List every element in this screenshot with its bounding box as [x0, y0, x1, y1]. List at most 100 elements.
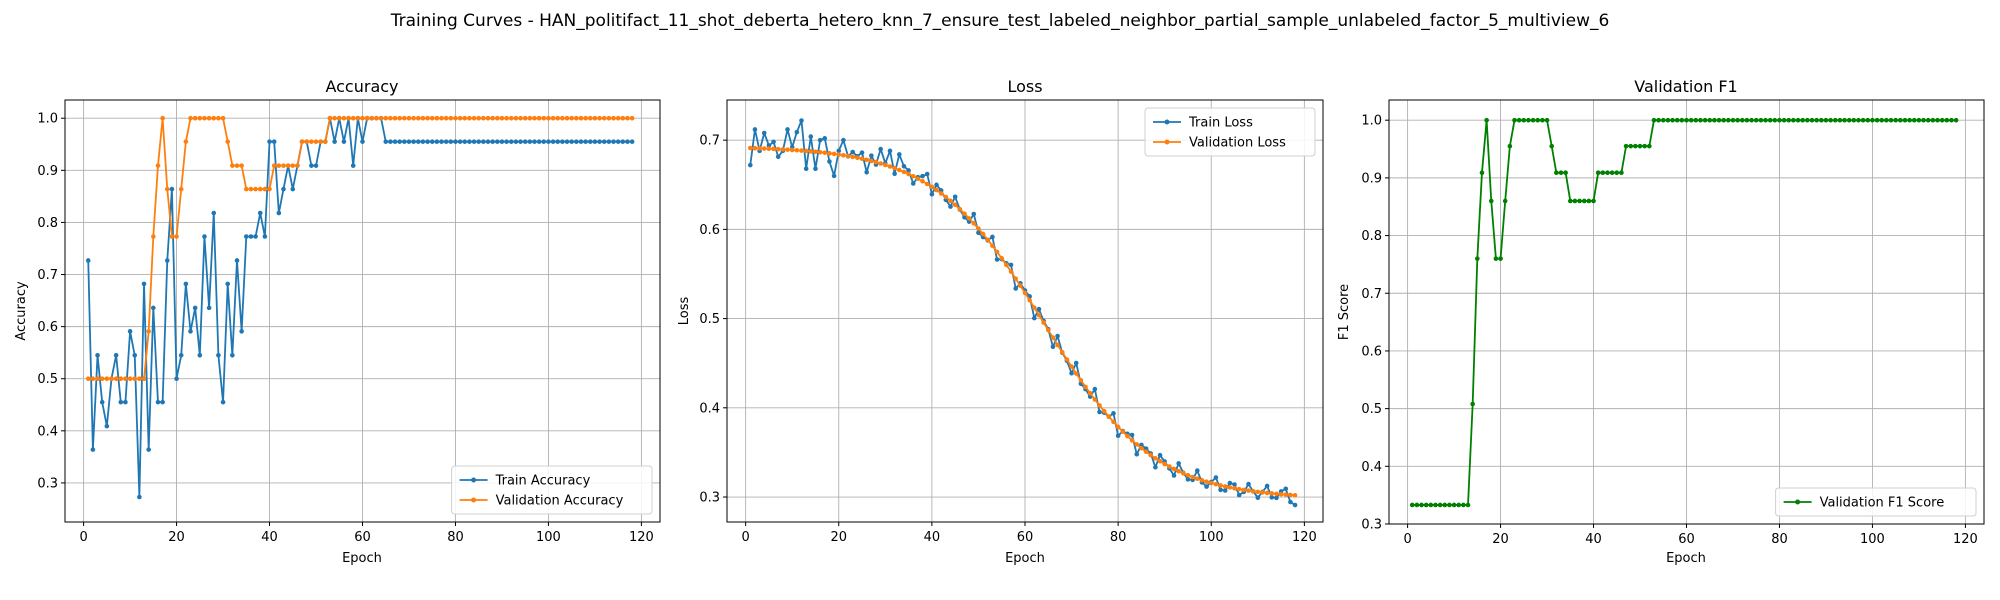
accuracy-validation-accuracy-point-113 — [606, 115, 612, 121]
accuracy-train-accuracy-point-91 — [504, 139, 509, 144]
validation-f1-validation-f1-score-point-45 — [1614, 170, 1620, 175]
accuracy-train-accuracy-point-41 — [271, 139, 277, 144]
loss-validation-loss-point-50 — [976, 226, 981, 231]
accuracy-train-accuracy-point-96 — [527, 139, 533, 144]
accuracy-validation-accuracy-point-59 — [355, 115, 361, 121]
accuracy-train-accuracy-point-35 — [243, 234, 249, 239]
validation-f1-validation-f1-score-point-44 — [1609, 170, 1615, 175]
validation-f1-validation-f1-score-point-101 — [1874, 117, 1880, 123]
validation-f1-validation-f1-score-point-66 — [1712, 117, 1717, 123]
loss-validation-loss-point-73 — [1083, 384, 1088, 390]
loss-validation-loss-point-90 — [1162, 461, 1167, 467]
loss-train-loss-point-117 — [1288, 499, 1293, 505]
accuracy-train-accuracy-point-58 — [350, 163, 356, 168]
accuracy-validation-accuracy-point-69 — [402, 115, 407, 121]
loss-validation-loss-point-22 — [845, 153, 851, 159]
validation-f1-validation-f1-score-point-60 — [1684, 117, 1689, 123]
validation-f1-validation-f1-score-point-91 — [1828, 117, 1833, 123]
accuracy-grid — [65, 100, 660, 522]
loss-train-loss-point-15 — [813, 166, 818, 171]
loss-train-loss-point-118 — [1292, 502, 1298, 508]
loss-validation-loss-point-82 — [1125, 433, 1130, 439]
accuracy-train-accuracy-point-43 — [281, 186, 286, 192]
accuracy-validation-accuracy-point-100 — [546, 115, 551, 121]
accuracy-validation-accuracy-point-21 — [178, 186, 184, 192]
loss-train-loss-point-71 — [1073, 360, 1079, 366]
validation-f1-validation-f1-score-point-24 — [1516, 117, 1522, 123]
accuracy-validation-accuracy-point-106 — [574, 115, 579, 121]
accuracy-validation-accuracy-point-111 — [597, 115, 602, 121]
loss-train-loss-point-40 — [929, 191, 935, 197]
accuracy-validation-accuracy-point-107 — [578, 115, 584, 121]
accuracy-train-accuracy-point-49 — [309, 163, 314, 168]
loss-validation-loss-point-3 — [757, 146, 762, 151]
loss-validation-loss-point-29 — [878, 161, 883, 166]
accuracy-xtick-label-100: 100 — [536, 530, 561, 545]
loss-validation-loss-point-112 — [1264, 490, 1270, 496]
accuracy-train-accuracy-point-50 — [313, 163, 319, 168]
accuracy-ytick-label-6: 0.9 — [37, 164, 58, 179]
validation-f1-validation-f1-score-point-36 — [1572, 198, 1578, 204]
validation-f1-xlabel: Epoch — [1666, 551, 1706, 566]
validation-f1-validation-f1-score-point-33 — [1558, 170, 1564, 175]
loss-ticks: 0 20 40 60 80 100 120 0.3 0.4 0.5 0.6 0.7 — [699, 134, 1316, 545]
loss-train-loss-point-88 — [1153, 464, 1158, 470]
accuracy-validation-accuracy-point-58 — [350, 115, 356, 121]
loss-validation-loss-point-16 — [817, 149, 823, 155]
validation-f1-validation-f1-score-line — [1412, 119, 1957, 506]
loss-xtick-label-40: 40 — [924, 530, 941, 545]
loss-train-loss-point-14 — [808, 134, 814, 139]
accuracy-validation-accuracy-point-20 — [174, 234, 179, 239]
accuracy-validation-accuracy-point-73 — [420, 115, 426, 121]
validation-f1-validation-f1-score-point-7 — [1437, 502, 1443, 508]
validation-f1-validation-f1-score-point-3 — [1419, 502, 1424, 508]
accuracy-validation-accuracy-point-116 — [620, 115, 626, 121]
accuracy-validation-accuracy-point-8 — [118, 376, 124, 382]
loss-validation-loss-point-103 — [1222, 484, 1228, 489]
validation-f1-validation-f1-score-point-67 — [1716, 117, 1722, 123]
loss-validation-loss-point-35 — [906, 171, 911, 177]
loss-validation-loss-point-75 — [1092, 397, 1098, 402]
accuracy-train-accuracy-point-98 — [536, 139, 542, 144]
loss-legend-label-train-loss: Train Loss — [1188, 116, 1253, 131]
accuracy-train-accuracy-point-72 — [415, 139, 421, 144]
accuracy-validation-accuracy-point-50 — [313, 139, 319, 144]
loss-train-loss-point-110 — [1255, 495, 1261, 501]
validation-f1-validation-f1-score-point-4 — [1423, 502, 1429, 508]
accuracy-validation-accuracy-point-29 — [216, 115, 221, 121]
accuracy-validation-accuracy-point-9 — [123, 376, 128, 382]
accuracy-train-accuracy-point-95 — [522, 139, 528, 144]
validation-f1-validation-f1-score-point-56 — [1665, 117, 1671, 123]
loss-validation-loss-point-17 — [822, 150, 828, 156]
loss-validation-loss-point-105 — [1232, 486, 1237, 491]
loss-train-loss-point-41 — [934, 182, 939, 188]
loss-validation-loss-point-64 — [1041, 320, 1046, 325]
accuracy-train-accuracy-point-54 — [332, 139, 337, 144]
loss-validation-loss-point-95 — [1185, 472, 1191, 478]
loss-validation-loss-point-49 — [971, 221, 977, 226]
validation-f1-validation-f1-score-point-5 — [1428, 502, 1434, 508]
loss-validation-loss-point-93 — [1176, 468, 1181, 474]
accuracy-validation-accuracy-point-99 — [541, 115, 547, 121]
accuracy-validation-accuracy-point-62 — [369, 115, 375, 121]
accuracy-train-accuracy-point-76 — [434, 139, 440, 144]
validation-f1-ylabel: F1 Score — [1337, 284, 1352, 340]
validation-f1-validation-f1-score-point-10 — [1451, 502, 1457, 508]
accuracy-train-accuracy-point-7 — [113, 352, 119, 358]
accuracy-train-accuracy-point-118 — [629, 139, 635, 144]
loss-train-loss-point-54 — [994, 257, 1000, 262]
loss-validation-loss-point-44 — [948, 198, 953, 204]
accuracy-train-accuracy-point-82 — [462, 139, 468, 144]
accuracy-ytick-label-0: 0.3 — [37, 476, 58, 491]
loss-train-loss-point-19 — [831, 173, 837, 179]
validation-f1-validation-f1-score-point-20 — [1498, 256, 1503, 261]
accuracy-validation-accuracy-point-23 — [188, 115, 193, 121]
loss-validation-loss-point-10 — [789, 147, 795, 153]
accuracy-train-accuracy-point-109 — [587, 139, 593, 144]
loss-validation-loss-point-1 — [747, 145, 753, 151]
loss-train-loss-point-34 — [901, 164, 907, 169]
accuracy-train-accuracy-point-37 — [253, 234, 258, 239]
loss-legend-marker-train-loss — [1164, 119, 1170, 125]
validation-f1-validation-f1-score-point-31 — [1549, 143, 1554, 149]
accuracy-validation-accuracy-point-2 — [90, 376, 96, 382]
